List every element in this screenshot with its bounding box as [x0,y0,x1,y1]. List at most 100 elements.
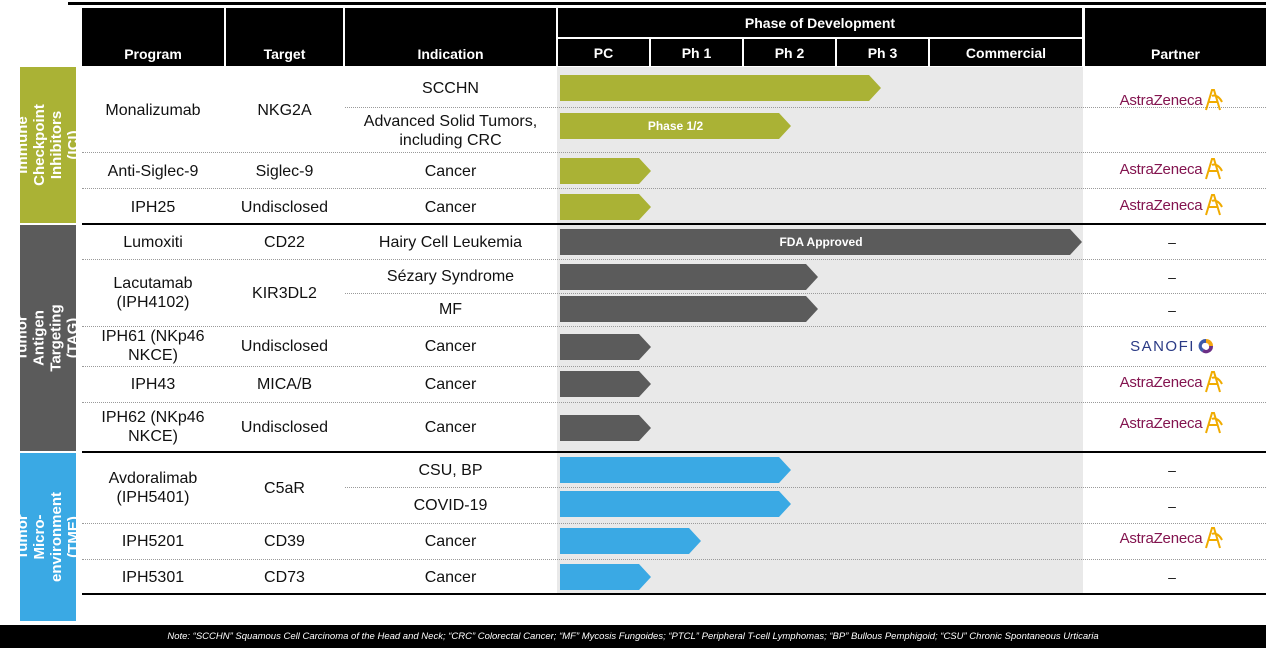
phase-bar-iph5301 [560,564,651,590]
program-cell: IPH62 (NKp46 NKCE) [101,409,205,445]
phase-bar-shape [560,491,791,517]
astrazeneca-wordmark: AstraZeneca [1119,529,1203,547]
partner-astrazeneca: AstraZeneca [1086,80,1258,120]
program-cell: Lacutamab (IPH4102) [113,275,193,311]
target-cell: NKG2A [257,102,312,119]
partner-none: – [1168,268,1176,285]
indication-cell: SCCHN [422,79,479,97]
phase-bar-lacutamab-mf [560,296,818,322]
phase-bar-monalizumab-solid-tumors: Phase 1/2 [560,113,791,139]
row-divider [82,559,1266,560]
partner-none: – [1168,462,1176,478]
phase-bar-iph62 [560,415,651,441]
target-cell: Undisclosed [240,198,329,216]
phase-bar-shape [560,371,651,397]
row-divider [345,487,1266,488]
partner-sanofi: SANOFI [1086,326,1258,366]
table-bottom-rule [82,593,1266,595]
phase-bar-shape [560,158,651,184]
top-rule [68,2,1266,5]
header-phase-commercial: Commercial [930,39,1082,66]
program-cell: IPH5301 [121,568,185,586]
target-cell: MICA/B [256,375,313,393]
astrazeneca-logo-icon [1205,158,1224,180]
partner-astrazeneca: AstraZeneca [1086,151,1258,187]
indication-cell: Cancer [424,532,477,550]
header-indication: Indication [345,8,556,66]
phase-bar-iph61 [560,334,651,360]
phase-bar-iph25 [560,194,651,220]
group-divider [82,451,1266,453]
group-divider [82,223,1266,225]
partner-astrazeneca: AstraZeneca [1086,187,1258,223]
row-divider [82,188,1266,189]
program-cell: Avdoralimab (IPH5401) [108,470,198,506]
target-cell: C5aR [264,479,305,497]
header-phase-ph3: Ph 3 [837,39,928,66]
header-partner: Partner [1085,8,1266,66]
program-cell: Anti-Siglec-9 [107,162,199,180]
astrazeneca-wordmark: AstraZeneca [1119,373,1203,391]
astrazeneca-logo-icon [1205,412,1224,434]
row-divider [82,259,1266,260]
phase-bar-shape [560,296,818,322]
indication-cell: MF [438,301,463,318]
phase-bar-avdoralimab-covid [560,491,791,517]
target-cell: Undisclosed [240,418,329,436]
partner-astrazeneca: AstraZeneca [1086,403,1258,443]
target-cell: CD73 [264,568,305,586]
indication-cell: Hairy Cell Leukemia [378,233,523,251]
phase-bar-anti-siglec-9 [560,158,651,184]
astrazeneca-wordmark: AstraZeneca [1119,160,1203,178]
target-cell: CD39 [264,532,305,550]
phase-bar-shape [560,457,791,483]
phase-bar-shape [560,194,651,220]
row-divider [82,402,1266,403]
group-label-ici: Immune Checkpoint Inhibitors (ICI) [14,67,82,223]
astrazeneca-wordmark: AstraZeneca [1119,414,1203,432]
row-divider [82,366,1266,367]
sanofi-logo-icon [1198,338,1213,354]
footnote: Note: “SCCHN” Squamous Cell Carcinoma of… [0,625,1266,648]
target-cell: Siglec-9 [255,162,314,180]
header-phase-ph1: Ph 1 [651,39,742,66]
program-cell: Monalizumab [105,102,201,119]
phase-bar-iph43 [560,371,651,397]
row-divider [345,107,1266,108]
row-divider [82,523,1266,524]
program-cell: IPH25 [130,198,176,216]
phase-bar-label: Phase 1/2 [647,119,704,133]
phase-bar-shape [560,564,651,590]
indication-cell: Cancer [424,162,477,180]
program-cell: IPH61 (NKp46 NKCE) [101,328,205,364]
phase-bar-monalizumab-scchn [560,75,881,101]
indication-cell: CSU, BP [418,461,483,479]
phase-bar-lumoxiti: FDA Approved [560,229,1082,255]
target-cell: KIR3DL2 [252,284,317,302]
phase-bar-shape [560,264,818,290]
phase-bar-lacutamab-sezary [560,264,818,290]
indication-cell: Cancer [424,337,477,355]
group-label-tag-text: Tumor Antigen Targeting (TAG) [14,304,82,372]
astrazeneca-logo-icon [1205,89,1224,111]
header-phase-ph2: Ph 2 [744,39,835,66]
header-target: Target [226,8,343,66]
header-phase-pc: PC [558,39,649,66]
row-divider [345,293,1266,294]
indication-cell: Cancer [424,568,477,586]
astrazeneca-logo-icon [1205,371,1224,393]
indication-cell: Advanced Solid Tumors, including CRC [363,112,538,149]
phase-bar-label: FDA Approved [779,235,863,249]
partner-none: – [1168,497,1176,514]
target-cell: CD22 [264,233,305,251]
phase-bar-shape [560,528,701,554]
partner-astrazeneca: AstraZeneca [1086,520,1258,556]
phase-bar-shape [560,229,1082,255]
sanofi-wordmark: SANOFI [1130,337,1195,355]
group-label-tme-text: Tumor Micro-environment (TME) [14,491,83,583]
indication-cell: Sézary Syndrome [386,268,515,285]
phase-bar-iph5201 [560,528,701,554]
phase-bar-shape [560,415,651,441]
astrazeneca-logo-icon [1205,194,1224,216]
program-cell: IPH5201 [121,532,185,550]
